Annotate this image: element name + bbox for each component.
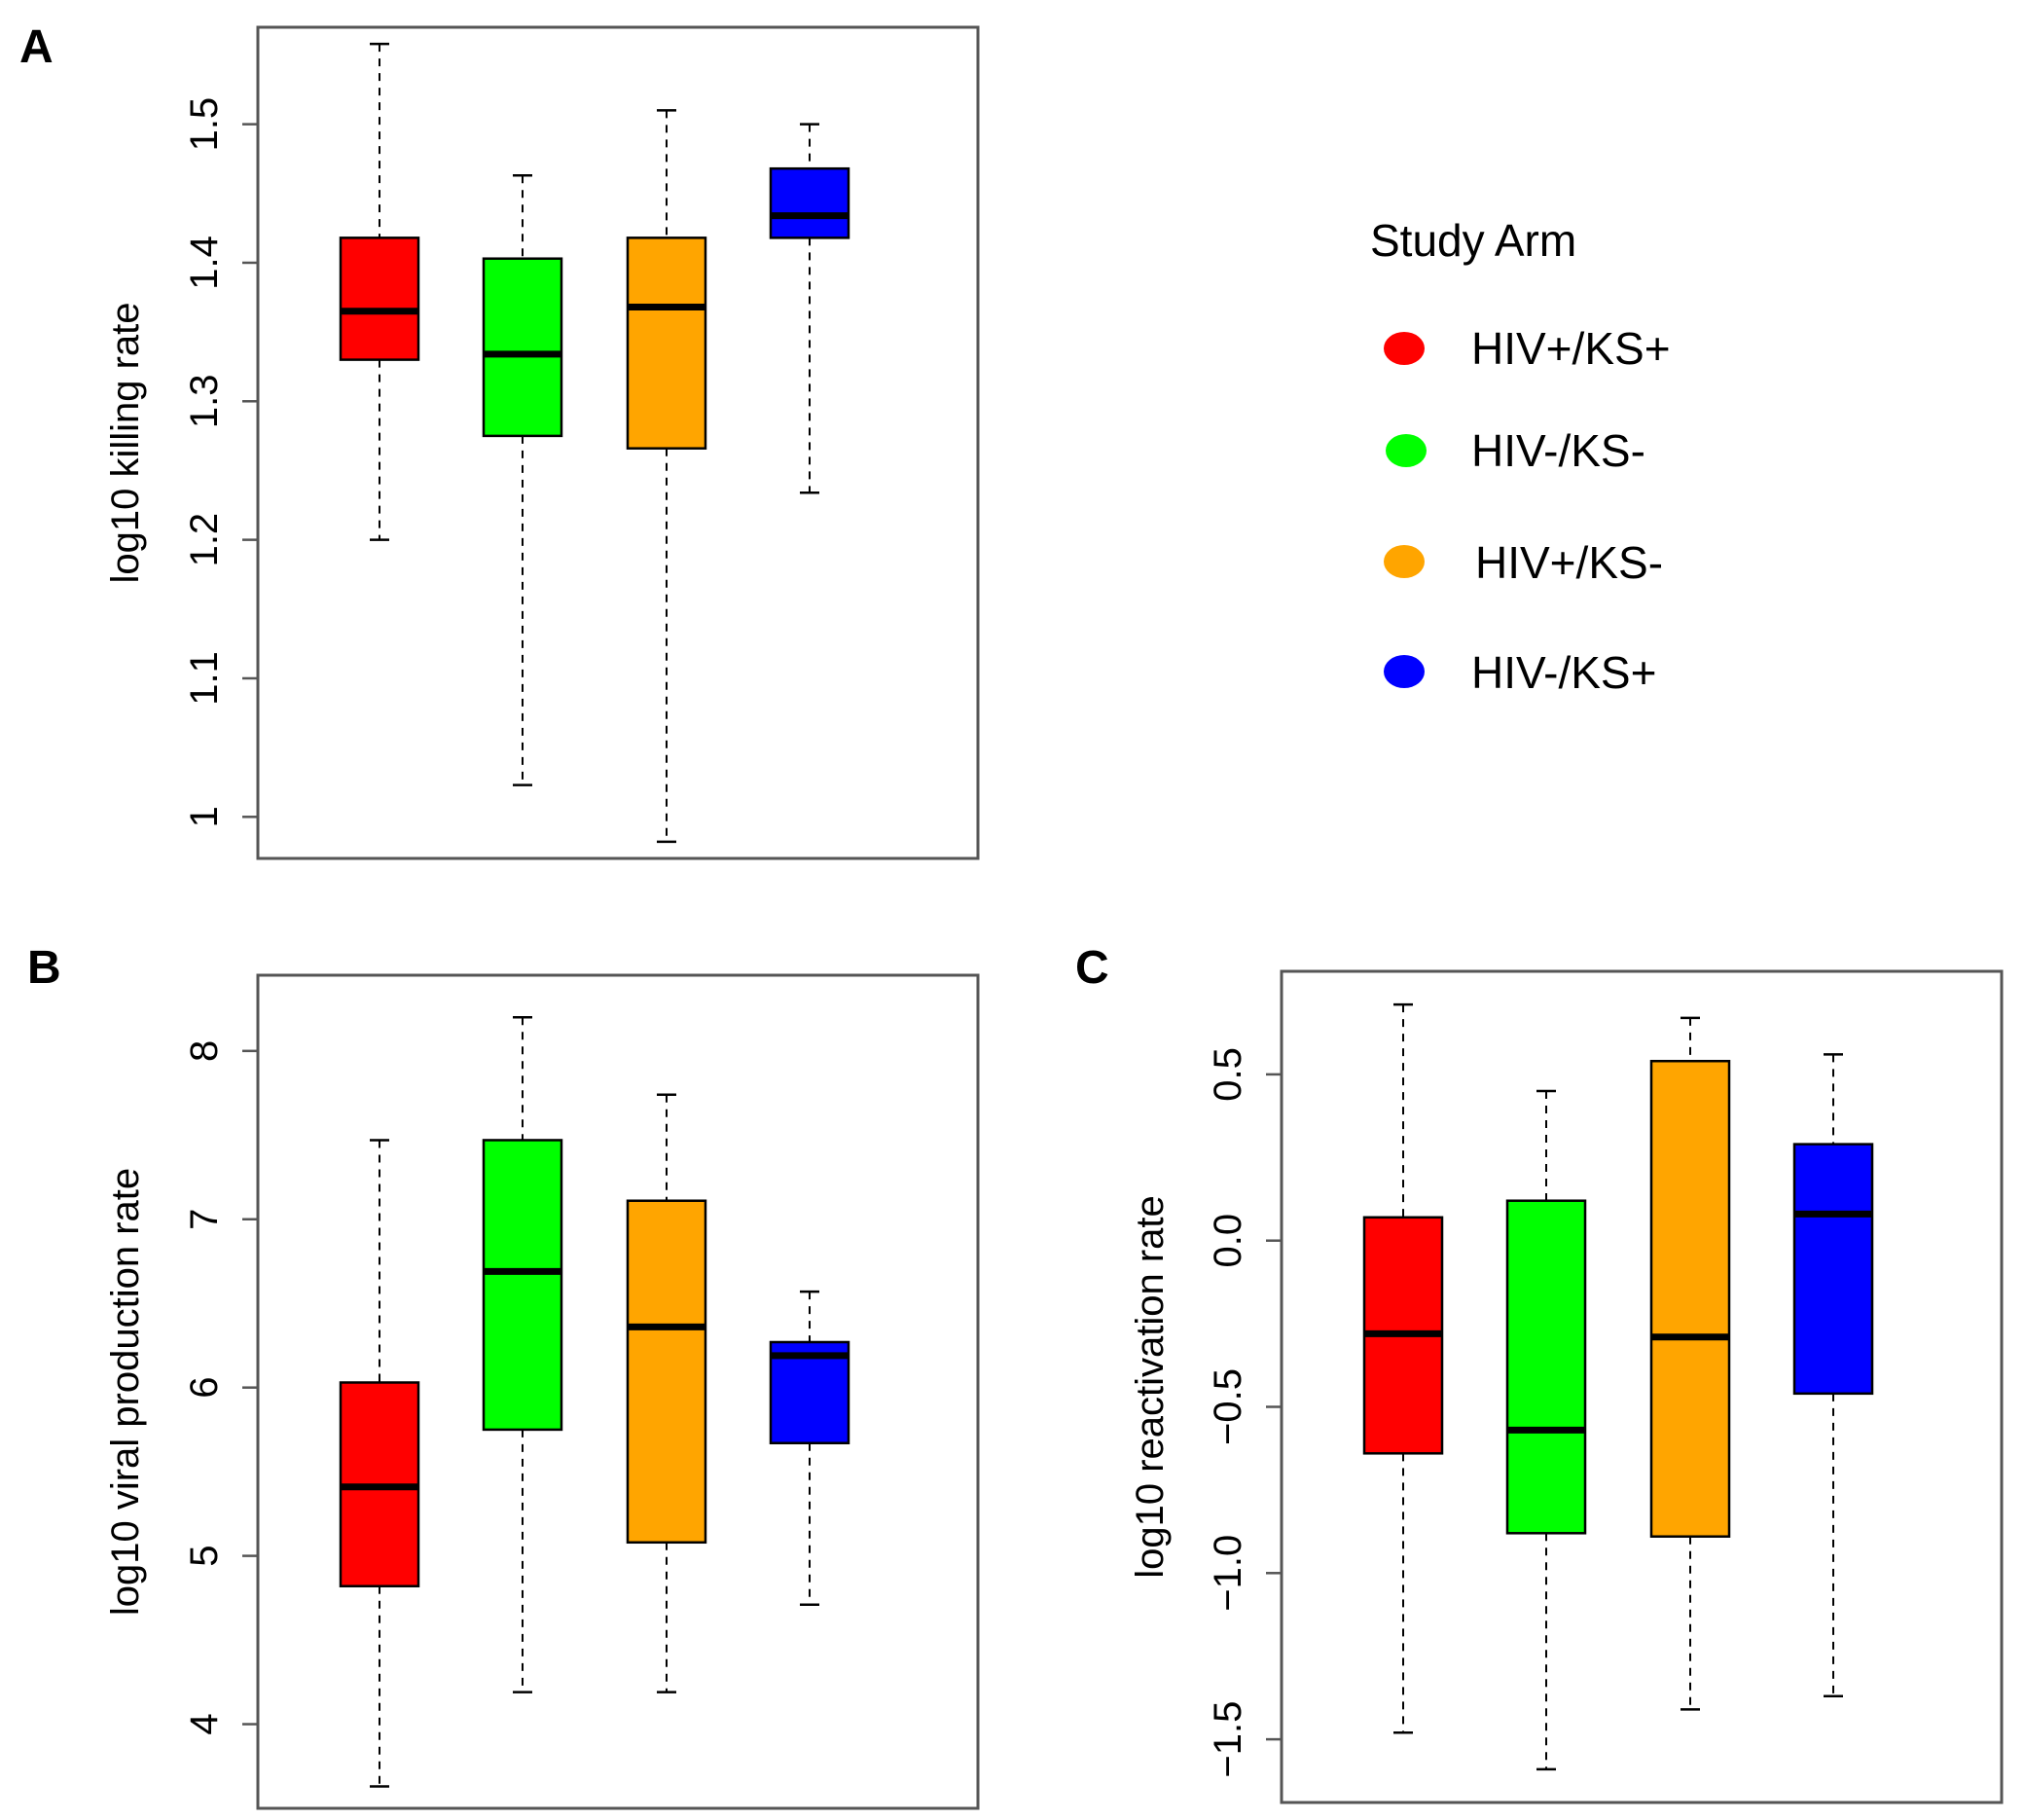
legend-entry: HIV+/KS+ [1384, 323, 1671, 374]
legend-swatch-icon [1384, 655, 1425, 688]
box-group [339, 1139, 420, 1788]
legend-label: HIV-/KS+ [1471, 647, 1656, 698]
y-tick-label: 1.5 [183, 97, 226, 152]
box-group [482, 174, 563, 786]
panel-b: B 4 5 6 7 8 log10 viral production rate [27, 942, 980, 1810]
y-axis-b: 4 5 6 7 8 [183, 1040, 258, 1735]
box-group [482, 1015, 563, 1693]
panel-c: C −1.5 −1.0 −0.5 0.0 0.5 log10 reactivation … [1075, 942, 2004, 1804]
plot-frame-b [256, 973, 980, 1810]
y-tick-label: 1.2 [183, 513, 226, 567]
y-tick-label: 8 [183, 1040, 226, 1062]
box-iqr [626, 1199, 707, 1545]
box-group [1649, 1016, 1731, 1711]
legend-swatch-icon [1384, 332, 1425, 365]
y-tick-label: 5 [183, 1545, 226, 1566]
y-tick-label: −0.5 [1207, 1368, 1249, 1445]
boxes-a [339, 42, 850, 844]
box-group [339, 42, 420, 541]
box-group [1505, 1089, 1587, 1771]
y-tick-label: 1.3 [183, 374, 226, 428]
legend-label: HIV+/KS- [1475, 537, 1663, 588]
panel-letter-b: B [27, 942, 61, 994]
y-tick-label: −1.0 [1207, 1535, 1249, 1612]
boxes-b [339, 1015, 850, 1788]
legend-label: HIV+/KS+ [1471, 323, 1671, 374]
legend-entry: HIV-/KS- [1386, 425, 1645, 476]
y-axis-label-c: log10 reactivation rate [1129, 1195, 1172, 1579]
y-axis-label-a: log10 killing rate [104, 302, 147, 583]
box-group [1792, 1053, 1874, 1697]
legend-entry: HIV+/KS- [1384, 537, 1663, 588]
legend: Study Arm HIV+/KS+ HIV-/KS- HIV+/KS- HIV… [1370, 215, 1671, 698]
box-group [626, 109, 707, 844]
panel-letter-c: C [1075, 942, 1109, 994]
legend-label: HIV-/KS- [1471, 425, 1645, 476]
y-tick-label: 1.1 [183, 651, 226, 706]
box-iqr [1505, 1199, 1587, 1535]
box-iqr [1649, 1059, 1731, 1538]
plot-frame-c [1280, 969, 2004, 1804]
legend-swatch-icon [1384, 545, 1425, 578]
panel-a: A 1 1.1 1.2 1.3 1.4 1.5 log10 killing rate [19, 21, 980, 860]
y-tick-label: 0.0 [1207, 1214, 1249, 1268]
box-group [769, 1290, 850, 1607]
y-tick-label: 4 [183, 1713, 226, 1734]
box-iqr [339, 237, 420, 361]
box-iqr [769, 166, 850, 239]
y-axis-label-b: log10 viral production rate [104, 1168, 147, 1616]
y-tick-label: −1.5 [1207, 1701, 1249, 1778]
box-group [769, 123, 850, 494]
y-tick-label: 1 [183, 806, 226, 827]
y-axis-c: −1.5 −1.0 −0.5 0.0 0.5 [1207, 1047, 1282, 1778]
box-iqr [482, 257, 563, 438]
boxes-c [1362, 1002, 1874, 1771]
box-iqr [482, 1139, 563, 1432]
box-iqr [1792, 1143, 1874, 1396]
y-tick-label: 7 [183, 1209, 226, 1230]
plot-frame-a [256, 25, 980, 860]
y-tick-label: 6 [183, 1377, 226, 1399]
legend-title: Study Arm [1370, 215, 1576, 266]
y-tick-label: 0.5 [1207, 1047, 1249, 1102]
box-group [626, 1093, 707, 1693]
box-group [1362, 1002, 1444, 1734]
panel-letter-a: A [19, 21, 54, 73]
y-axis-a: 1 1.1 1.2 1.3 1.4 1.5 [183, 97, 258, 827]
y-tick-label: 1.4 [183, 236, 226, 290]
legend-entry: HIV-/KS+ [1384, 647, 1656, 698]
legend-swatch-icon [1386, 434, 1427, 467]
box-iqr [626, 237, 707, 450]
